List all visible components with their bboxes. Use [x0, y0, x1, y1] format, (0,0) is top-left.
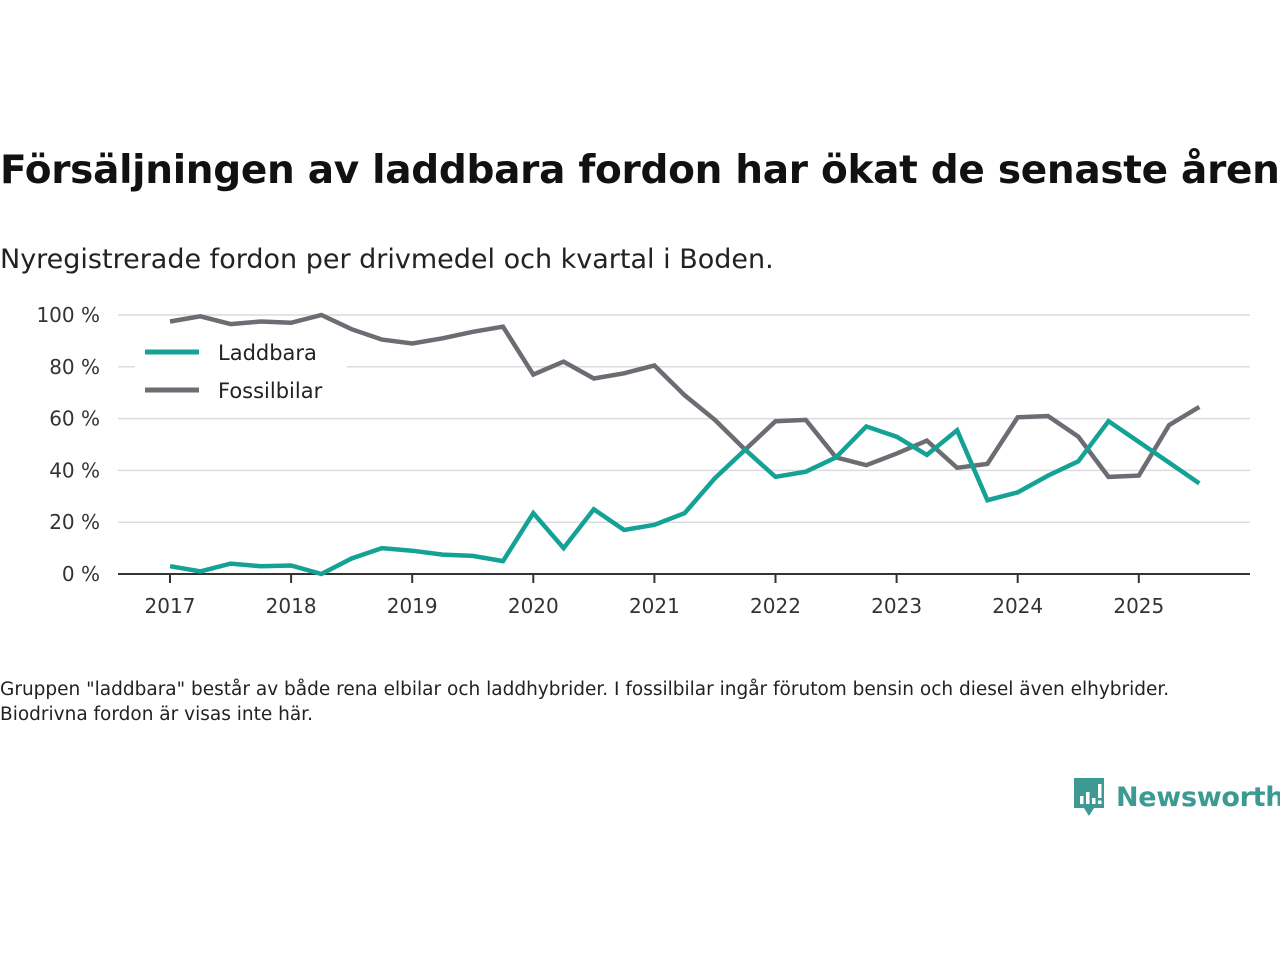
chart-title: Försäljningen av laddbara fordon har öka…	[0, 148, 1280, 193]
legend: Laddbara Fossilbilar	[135, 332, 347, 416]
y-tick-label: 0 %	[62, 562, 100, 586]
x-tick-label: 2024	[992, 594, 1043, 618]
y-axis: 0 % 20 % 40 % 60 % 80 % 100 %	[36, 303, 100, 586]
x-tick-label: 2017	[145, 594, 196, 618]
chart-subtitle: Nyregistrerade fordon per drivmedel och …	[0, 244, 774, 275]
y-tick-label: 60 %	[49, 407, 100, 431]
x-tick-label: 2019	[387, 594, 438, 618]
x-tick-label: 2018	[266, 594, 317, 618]
series-line-laddbara	[169, 418, 1201, 577]
series-line-fossilbilar	[169, 312, 1201, 480]
x-tick-label: 2023	[871, 594, 922, 618]
x-tick-label: 2021	[629, 594, 680, 618]
bar-chart-speech-bubble-icon	[1074, 778, 1104, 816]
y-tick-label: 100 %	[36, 303, 100, 327]
y-tick-label: 80 %	[49, 355, 100, 379]
series-lines	[169, 312, 1201, 577]
x-axis: 2017 2018 2019 2020 2021 2022 2023 2024 2025	[118, 573, 1250, 618]
legend-label-fossilbilar: Fossilbilar	[218, 379, 323, 403]
x-tick-label: 2020	[508, 594, 559, 618]
x-tick-label: 2025	[1113, 594, 1164, 618]
y-tick-label: 40 %	[49, 458, 100, 482]
footnote: Gruppen "laddbara" består av både rena e…	[0, 679, 1170, 725]
newsworthy-logo: Newsworthy	[1072, 776, 1280, 818]
legend-background	[135, 332, 347, 416]
x-tick-label: 2022	[750, 594, 801, 618]
brand-name: Newsworthy	[1116, 781, 1280, 813]
y-tick-label: 20 %	[49, 510, 100, 534]
line-chart: 0 % 20 % 40 % 60 % 80 % 100 % 2017 2018 2019 202…	[36, 303, 1250, 618]
legend-label-laddbara: Laddbara	[218, 341, 317, 365]
